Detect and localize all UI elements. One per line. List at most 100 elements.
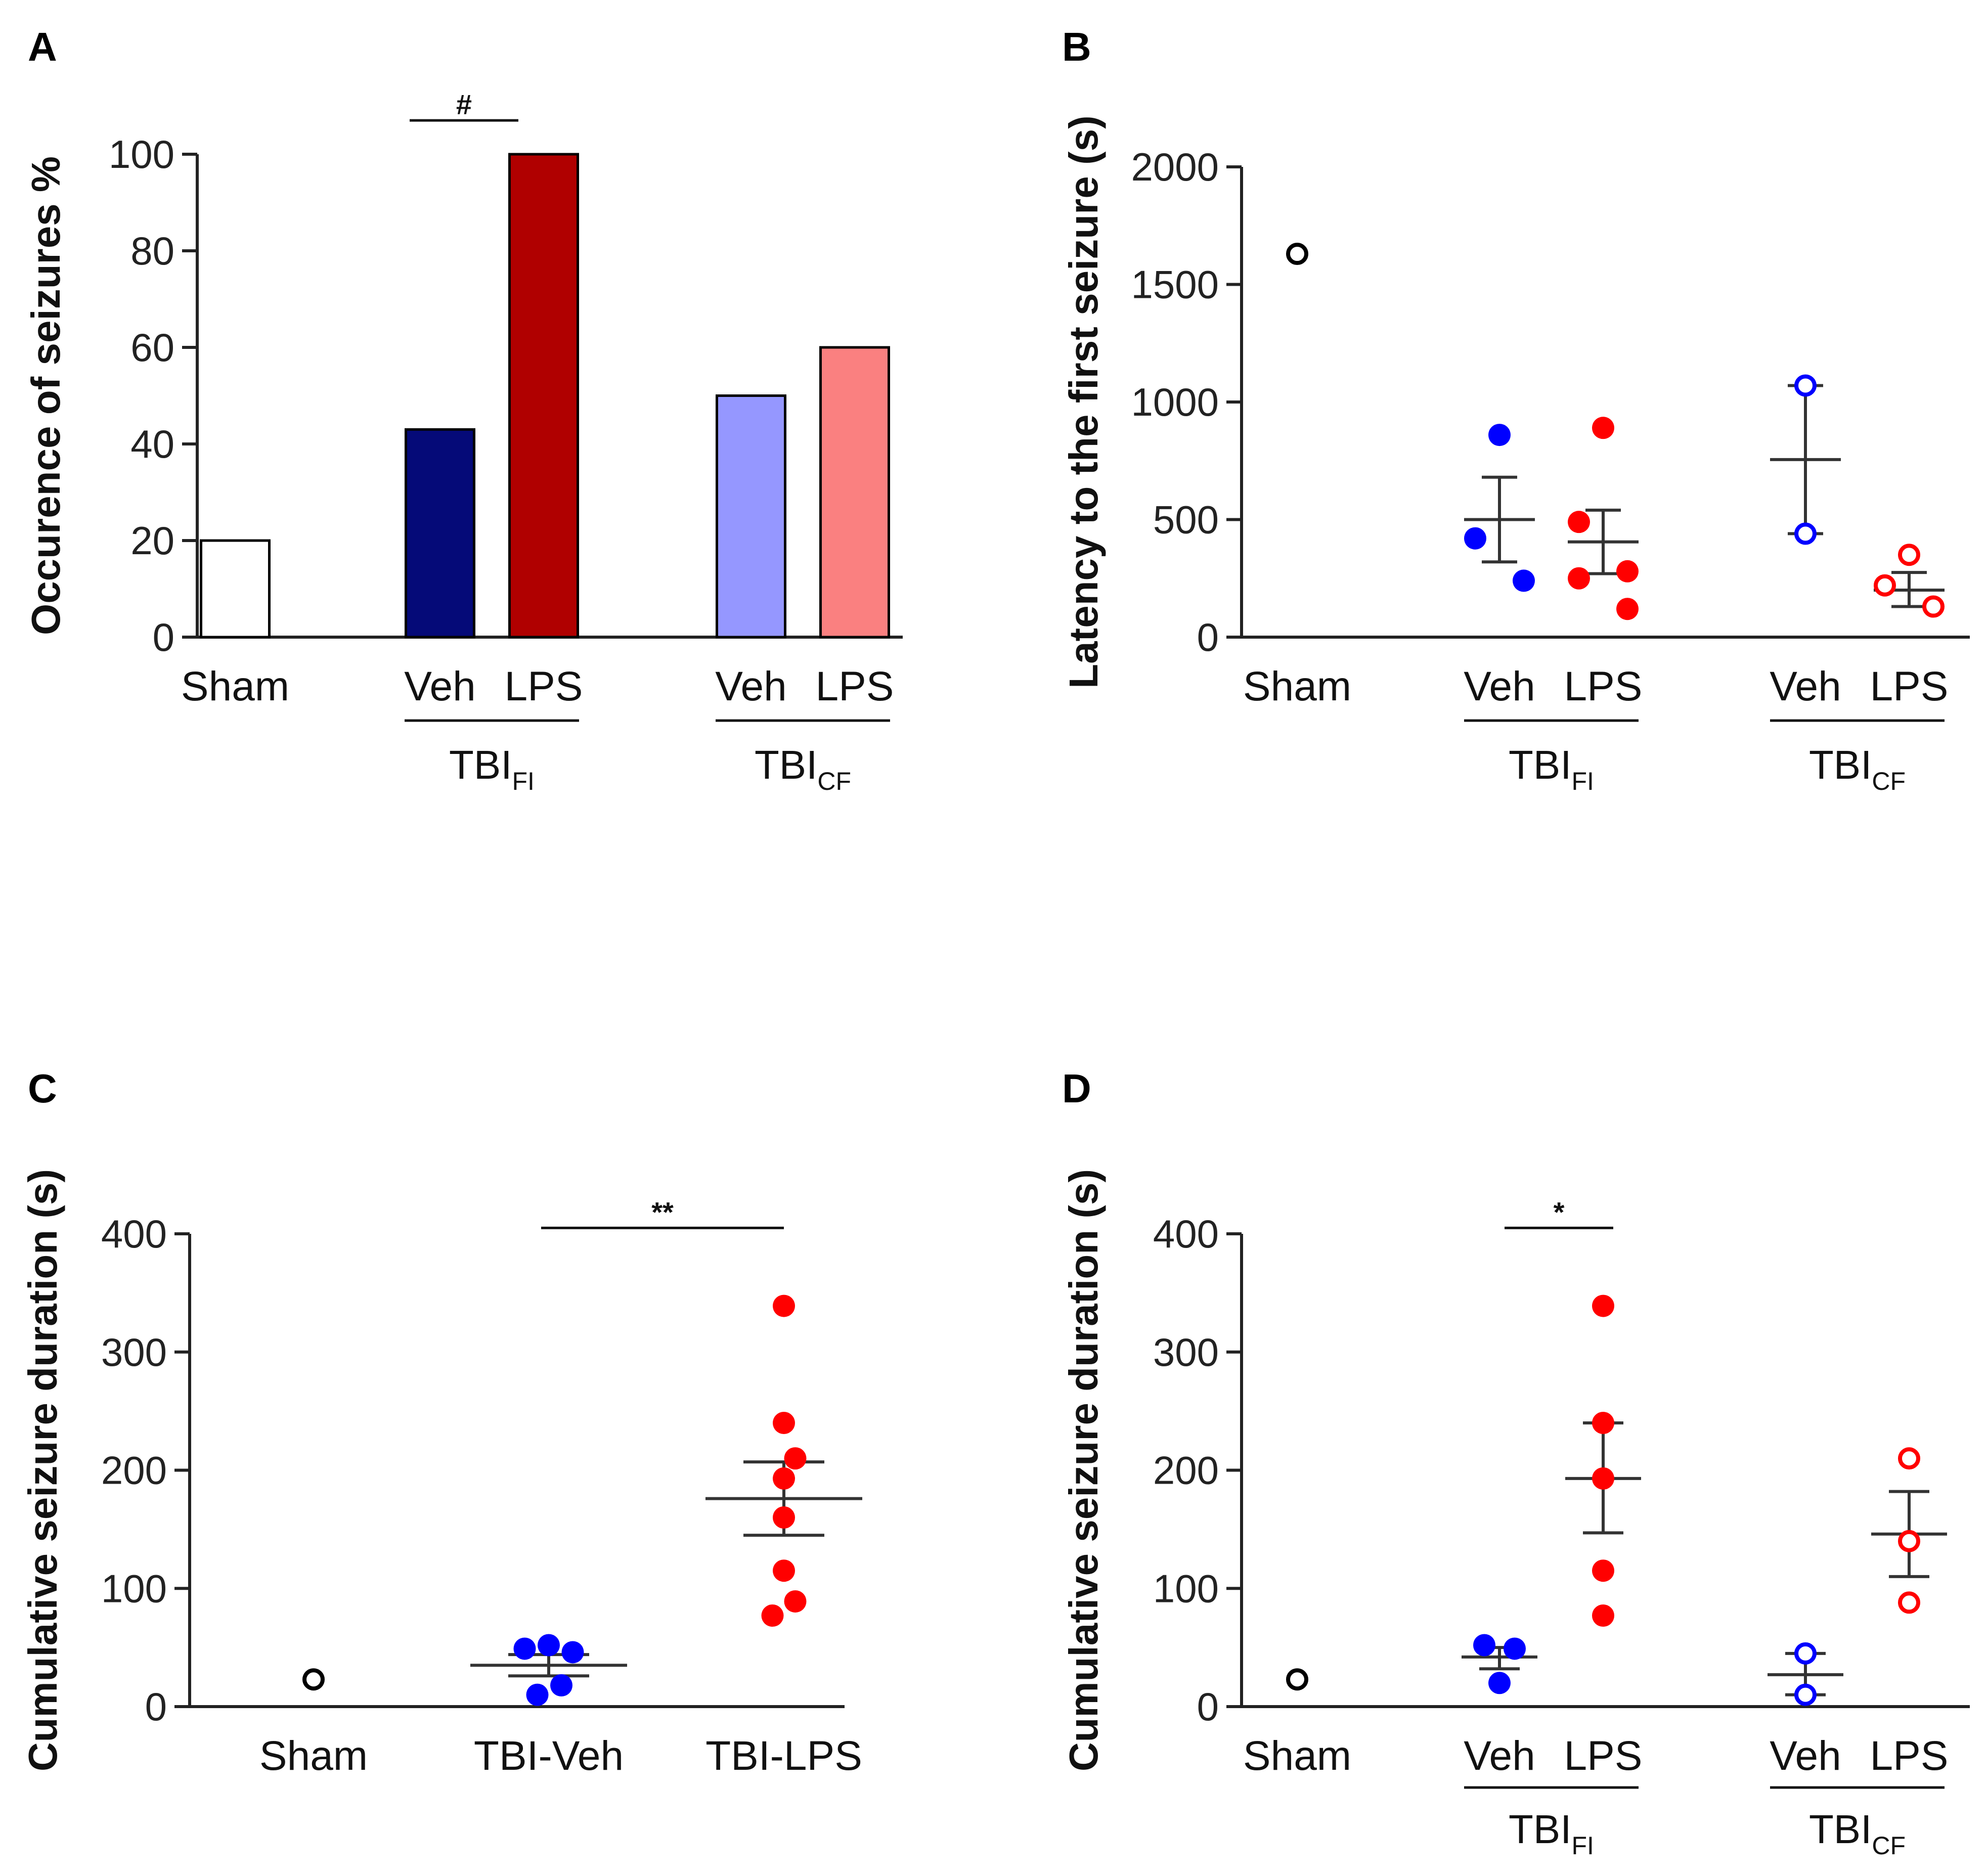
group-label-subscript: CF: [1872, 767, 1906, 795]
data-point: [561, 1641, 584, 1664]
y-tick-label: 400: [1153, 1212, 1219, 1256]
y-tick-label: 200: [101, 1448, 167, 1493]
y-tick-label: 0: [153, 615, 174, 659]
x-category-label: LPS: [1870, 1733, 1949, 1779]
data-point: [1568, 567, 1590, 590]
y-tick-label: 0: [145, 1684, 167, 1729]
data-point: [513, 1637, 536, 1660]
data-point: [761, 1604, 784, 1627]
group-label-subscript: FI: [512, 767, 535, 795]
group-label-main: TBI: [1809, 742, 1872, 787]
significance-label: *: [1554, 1196, 1565, 1228]
x-category-label: Sham: [1243, 663, 1351, 709]
group-label-main: TBI: [1509, 1807, 1571, 1852]
x-category-label: Veh: [404, 663, 475, 709]
significance-label: **: [651, 1196, 674, 1228]
bar: [405, 428, 475, 639]
x-category-label: Veh: [715, 663, 786, 709]
y-tick-label: 100: [1153, 1566, 1219, 1611]
x-category-label: LPS: [816, 663, 894, 709]
data-point: [1473, 1634, 1495, 1657]
y-tick-label: 500: [1153, 498, 1219, 542]
x-category-label: Veh: [1464, 1733, 1535, 1779]
data-point: [1794, 374, 1817, 397]
data-point: [302, 1668, 325, 1691]
x-category-label: Sham: [1243, 1733, 1351, 1779]
data-point: [784, 1590, 807, 1613]
data-point: [1592, 1467, 1614, 1490]
data-point: [1592, 1294, 1614, 1317]
y-tick-label: 1500: [1131, 262, 1219, 307]
data-point: [1592, 417, 1614, 439]
data-point: [1592, 1604, 1614, 1627]
data-point: [1286, 243, 1308, 265]
data-point: [1874, 574, 1896, 597]
group-label-subscript: CF: [817, 767, 851, 795]
y-tick-label: 300: [101, 1330, 167, 1374]
y-tick-label: 100: [101, 1566, 167, 1611]
panel-label: C: [28, 1066, 57, 1111]
data-point: [1898, 544, 1920, 566]
group-label: TBIFI: [1509, 742, 1594, 795]
panel-b: B Latency to the first seizure (s) 0 500 100…: [1061, 24, 1970, 795]
data-point: [1488, 424, 1511, 446]
bar: [819, 346, 890, 639]
y-tick-label: 200: [1153, 1448, 1219, 1493]
group-label: TBICF: [1809, 742, 1906, 795]
significance-label: #: [456, 88, 472, 120]
data-point: [1592, 1559, 1614, 1582]
y-tick-label: 400: [101, 1212, 167, 1256]
x-category-label: LPS: [505, 663, 583, 709]
data-point: [1794, 1642, 1817, 1665]
y-tick-label: 0: [1197, 615, 1219, 659]
data-point: [1616, 598, 1639, 620]
group-label-main: TBI: [1809, 1807, 1872, 1852]
y-tick-label: 0: [1197, 1684, 1219, 1729]
data-point: [1513, 569, 1535, 592]
group-label: TBIFI: [449, 742, 535, 795]
data-point: [1794, 1683, 1817, 1706]
bar: [508, 153, 579, 639]
data-point: [784, 1447, 807, 1470]
panel-label: D: [1062, 1066, 1091, 1111]
data-point: [526, 1683, 549, 1706]
data-point: [1794, 522, 1817, 545]
data-point: [1504, 1637, 1526, 1660]
y-tick-label: 300: [1153, 1330, 1219, 1374]
data-point: [1898, 1447, 1920, 1470]
panel-a: A Occurence of seizures % 0 20 40 60 80 100 Sham…: [23, 24, 903, 795]
group-label-subscript: FI: [1572, 1832, 1594, 1860]
data-point: [1592, 1412, 1614, 1434]
group-label-subscript: FI: [1572, 767, 1594, 795]
panel-label: A: [28, 24, 57, 69]
y-tick-label: 60: [130, 325, 174, 370]
data-point: [550, 1674, 572, 1696]
data-point: [1616, 560, 1639, 583]
y-axis-title: Occurence of seizures %: [23, 156, 68, 635]
y-tick-label: 40: [130, 422, 174, 466]
y-axis-title: Cumulative seizure duration (s): [20, 1169, 65, 1771]
data-point: [773, 1506, 795, 1529]
y-tick-label: 1000: [1131, 380, 1219, 424]
data-point: [773, 1559, 795, 1582]
x-category-label: Sham: [181, 663, 289, 709]
data-point: [773, 1294, 795, 1317]
panel-d: D Cumulative seizure duration (s) 0 100 200 3…: [1061, 1066, 1970, 1860]
x-category-label: TBI-LPS: [705, 1733, 862, 1779]
y-axis-title: Latency to the first seizure (s): [1061, 115, 1106, 689]
data-point: [538, 1634, 560, 1657]
group-label-main: TBI: [1509, 742, 1571, 787]
x-category-label: LPS: [1870, 663, 1949, 709]
x-category-label: LPS: [1564, 663, 1643, 709]
panel-label: B: [1062, 24, 1091, 69]
group-label: TBICF: [755, 742, 851, 795]
group-label: TBICF: [1809, 1807, 1906, 1860]
data-point: [1286, 1668, 1308, 1691]
y-tick-label: 100: [109, 132, 174, 176]
x-category-label: Sham: [259, 1733, 368, 1779]
group-label-main: TBI: [449, 742, 512, 787]
x-category-label: Veh: [1464, 663, 1535, 709]
y-tick-label: 80: [130, 229, 174, 273]
x-category-label: Veh: [1770, 1733, 1841, 1779]
